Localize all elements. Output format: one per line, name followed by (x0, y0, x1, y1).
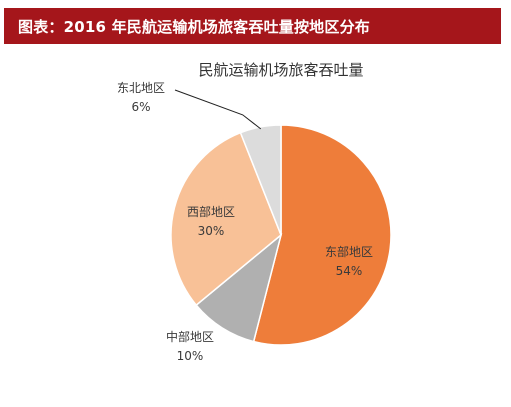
figure-banner: 图表：2016 年民航运输机场旅客吞吐量按地区分布 (4, 8, 501, 44)
slice-label-northeast: 东北地区 (117, 81, 165, 95)
slice-value-west: 30% (198, 224, 225, 238)
pie-slice-west (170, 131, 282, 307)
pie-labels: 东部地区 54% 中部地区 10% 西部地区 30% 东北地区 6% (117, 81, 373, 363)
pie-slice-northeast (239, 124, 282, 236)
slice-value-central: 10% (177, 349, 204, 363)
slice-label-central: 中部地区 (166, 329, 214, 344)
chart-title: 民航运输机场旅客吞吐量 (198, 61, 363, 79)
slice-value-northeast: 6% (131, 100, 150, 114)
pie-slice-east (252, 124, 392, 346)
slice-value-east: 54% (336, 264, 363, 278)
leader-line-northeast (174, 89, 262, 130)
slice-label-east: 东部地区 (325, 244, 373, 259)
figure-banner-title: 图表：2016 年民航运输机场旅客吞吐量按地区分布 (18, 17, 370, 36)
slice-label-west: 西部地区 (187, 204, 235, 219)
pie-slices (170, 124, 392, 346)
